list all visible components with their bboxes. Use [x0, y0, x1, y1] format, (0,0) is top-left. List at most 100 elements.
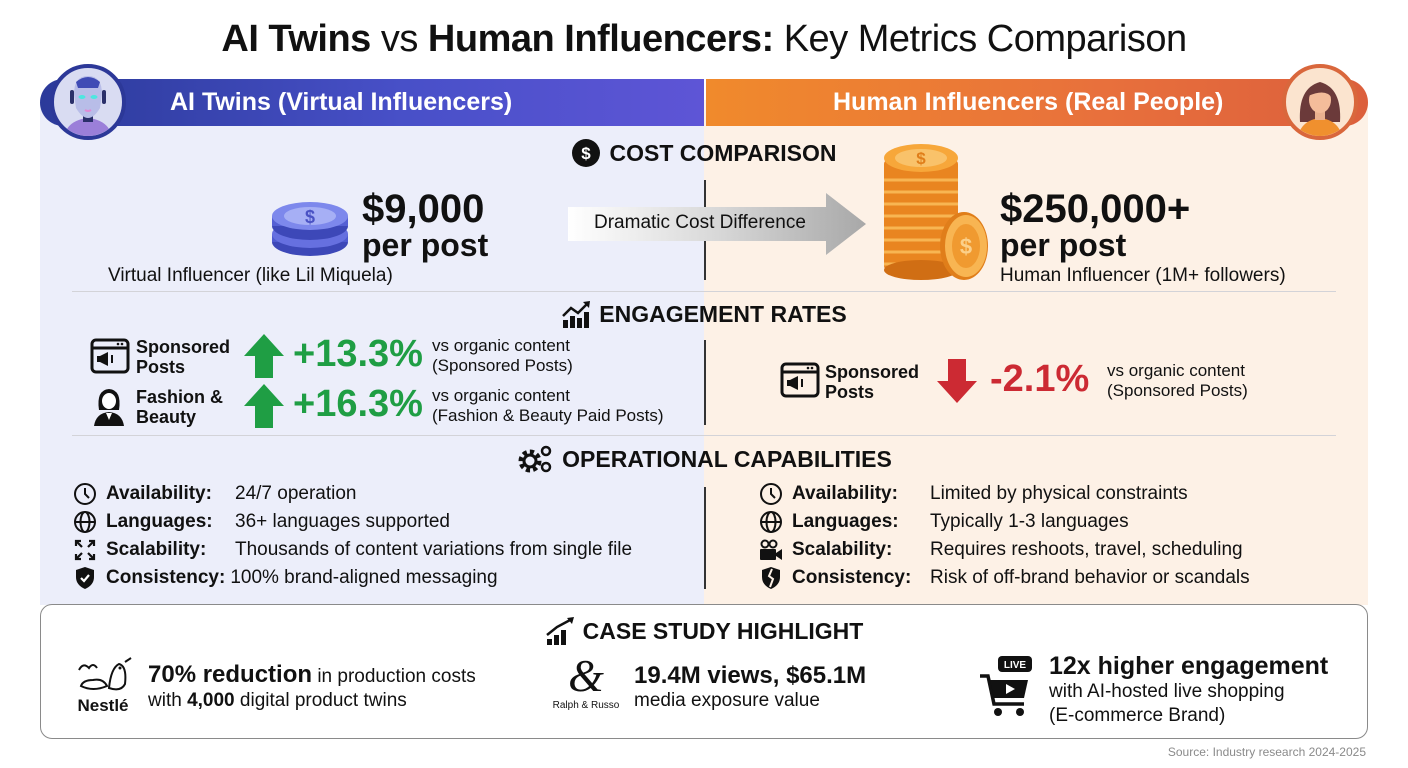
operational-title-label: OPERATIONAL CAPABILITIES	[562, 445, 892, 472]
globe-icon	[758, 509, 784, 535]
video-camera-icon	[758, 537, 784, 563]
human-op-row-languages: Languages: Typically 1-3 languages	[758, 508, 1358, 536]
ad-window-icon	[780, 362, 820, 403]
ai-eng-row1-label: Sponsored Posts	[136, 337, 230, 377]
live-head: 12x higher engagement	[1049, 652, 1329, 680]
op-label: Languages:	[106, 511, 213, 532]
label-line2: Posts	[136, 357, 186, 377]
note-line2: (Sponsored Posts)	[1107, 381, 1248, 400]
clock-icon	[72, 481, 98, 507]
nestle-sub: with 4,000 digital product twins	[148, 689, 476, 713]
human-eng-row1-value: -2.1%	[990, 358, 1090, 400]
note-line1: vs organic content	[432, 336, 570, 355]
human-price-block: $250,000+ per post	[1000, 187, 1191, 263]
label-line1: Fashion &	[136, 387, 224, 407]
live-sub2: (E-commerce Brand)	[1049, 705, 1226, 726]
case-study-live-shopping: 12x higher engagement with AI-hosted liv…	[1049, 652, 1328, 728]
globe-icon	[72, 509, 98, 535]
label-line1: Sponsored	[825, 362, 920, 382]
gears-icon	[516, 444, 554, 474]
dollar-circle-icon: $	[571, 138, 601, 168]
ralph-russo-logo: & Ralph & Russo	[546, 652, 626, 712]
ai-operational-list: Availability: 24/7 operation Languages: …	[72, 480, 692, 592]
ai-op-row-availability: Availability: 24/7 operation	[72, 480, 692, 508]
human-price-caption: Human Influencer (1M+ followers)	[1000, 265, 1286, 286]
human-eng-row1-label: Sponsored Posts	[825, 362, 919, 402]
human-per-post: per post	[1000, 227, 1127, 263]
ai-eng-row1-note: vs organic content (Sponsored Posts)	[432, 336, 573, 376]
case-study-title-label: CASE STUDY HIGHLIGHT	[582, 617, 864, 644]
human-op-row-consistency: Consistency: Risk of off-brand behavior …	[758, 564, 1358, 592]
chart-growth-icon	[545, 616, 575, 646]
human-header-banner: Human Influencers (Real People)	[706, 79, 1368, 126]
title-ai-twins: AI Twins	[221, 18, 371, 60]
ai-eng-row2-value: +16.3%	[293, 383, 423, 425]
op-value: 100% brand-aligned messaging	[230, 567, 498, 588]
op-value: Risk of off-brand behavior or scandals	[930, 567, 1250, 588]
svg-text:$: $	[582, 144, 592, 163]
human-panel	[704, 100, 1368, 605]
case-study-ralph-russo: 19.4M views, $65.1M media exposure value	[634, 663, 866, 713]
nestle-sub-bold: 4,000	[187, 690, 235, 711]
ai-panel	[40, 100, 704, 605]
source-note: Source: Industry research 2024-2025	[1167, 745, 1366, 759]
cost-section-title: $ COST COMPARISON	[0, 138, 1408, 168]
title-human: Human Influencers:	[427, 18, 774, 60]
op-label: Consistency:	[792, 567, 912, 588]
note-line1: vs organic content	[432, 386, 570, 405]
human-price: $250,000+	[1000, 187, 1191, 231]
human-eng-row1-note: vs organic content (Sponsored Posts)	[1107, 361, 1248, 401]
op-value: Requires reshoots, travel, scheduling	[930, 539, 1243, 560]
title-rest: Key Metrics Comparison	[773, 18, 1187, 60]
page-title: AI Twins vs Human Influencers: Key Metri…	[0, 14, 1408, 64]
nestle-head: 70% reduction in production costs	[148, 663, 476, 689]
clock-icon	[758, 481, 784, 507]
ai-eng-row2-label: Fashion & Beauty	[136, 387, 223, 427]
operational-section-title: OPERATIONAL CAPABILITIES	[0, 444, 1408, 474]
op-value: 24/7 operation	[235, 483, 357, 504]
nestle-logo-text: Nestlé	[77, 696, 129, 715]
op-value: 36+ languages supported	[235, 511, 450, 532]
cost-title-label: COST COMPARISON	[609, 139, 837, 166]
live-shopping-cart-icon: LIVE	[980, 656, 1034, 723]
label-line1: Sponsored	[136, 337, 231, 357]
human-operational-list: Availability: Limited by physical constr…	[758, 480, 1358, 592]
ad-window-icon	[90, 338, 130, 379]
operational-divider	[704, 487, 706, 589]
up-arrow-icon	[244, 384, 284, 433]
arrow-label: Dramatic Cost Difference	[594, 212, 806, 233]
note-line2: (Sponsored Posts)	[432, 356, 573, 375]
divider-cost-engagement	[72, 291, 1336, 292]
ai-eng-row2-note: vs organic content (Fashion & Beauty Pai…	[432, 386, 664, 426]
cost-difference-arrow: Dramatic Cost Difference	[568, 193, 868, 255]
nestle-sub-pre: with	[148, 690, 188, 711]
case-study-box	[40, 604, 1368, 739]
ai-price-caption: Virtual Influencer (like Lil Miquela)	[108, 265, 393, 286]
case-study-nestle: 70% reduction in production costs with 4…	[148, 663, 476, 713]
down-arrow-icon	[937, 359, 977, 408]
op-value: Typically 1-3 languages	[930, 511, 1129, 532]
live-sub: with AI-hosted live shopping	[1049, 681, 1285, 702]
op-label: Consistency:	[106, 567, 226, 588]
chart-growth-icon	[561, 299, 591, 329]
ralph-russo-head: 19.4M views, $65.1M	[634, 662, 867, 689]
ralph-russo-sub: media exposure value	[634, 690, 820, 711]
op-label: Availability:	[106, 483, 212, 504]
ai-eng-row1-value: +13.3%	[293, 333, 423, 375]
svg-text:$: $	[916, 149, 926, 168]
ampersand-glyph: &	[568, 650, 604, 701]
human-op-row-availability: Availability: Limited by physical constr…	[758, 480, 1358, 508]
engagement-divider	[704, 340, 706, 425]
svg-text:LIVE: LIVE	[1004, 660, 1027, 671]
ai-price-block: $9,000 per post	[362, 189, 488, 262]
case-study-section-title: CASE STUDY HIGHLIGHT	[0, 616, 1408, 646]
shield-check-icon	[72, 565, 98, 591]
op-label: Languages:	[792, 511, 899, 532]
nestle-sub-rest: digital product twins	[234, 690, 407, 711]
gold-coins-stack-icon: $ $	[878, 140, 990, 287]
up-arrow-icon	[244, 334, 284, 383]
op-label: Scalability:	[792, 539, 893, 560]
ai-op-row-consistency: Consistency: 100% brand-aligned messagin…	[72, 564, 692, 592]
divider-engagement-operational	[72, 435, 1336, 436]
engagement-section-title: ENGAGEMENT RATES	[0, 299, 1408, 329]
